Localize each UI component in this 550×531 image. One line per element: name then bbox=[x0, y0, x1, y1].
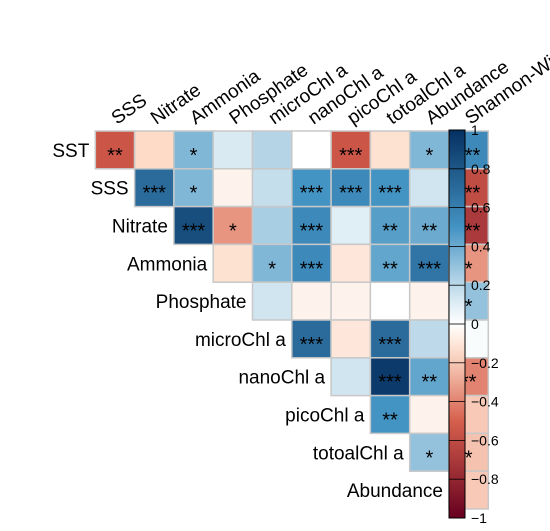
significance-star: ** bbox=[382, 258, 398, 280]
significance-star: ** bbox=[382, 410, 398, 432]
heatmap-cell bbox=[133, 130, 175, 170]
significance-star: * bbox=[190, 145, 198, 167]
significance-star: * bbox=[229, 221, 237, 243]
heatmap-cell bbox=[369, 394, 411, 435]
heatmap-cell bbox=[369, 130, 411, 170]
significance-star: ** bbox=[382, 221, 398, 243]
heatmap-cell bbox=[408, 319, 450, 359]
heatmap-cell bbox=[173, 205, 214, 246]
row-label: Ammonia bbox=[127, 254, 208, 275]
row-label: Nitrate bbox=[112, 217, 168, 238]
significance-star: *** bbox=[182, 221, 206, 243]
significance-star: * bbox=[190, 183, 198, 205]
heatmap-cell bbox=[330, 205, 372, 246]
heatmap-cell bbox=[330, 357, 372, 397]
significance-star: *** bbox=[300, 258, 324, 280]
colorbar-tick-label: 0.6 bbox=[471, 200, 491, 216]
heatmap-cell bbox=[330, 168, 372, 208]
significance-star: *** bbox=[378, 372, 402, 394]
heatmap-cell bbox=[291, 281, 332, 321]
colorbar-tick-label: 0.8 bbox=[471, 161, 491, 177]
significance-star: *** bbox=[143, 183, 167, 205]
significance-star: * bbox=[425, 447, 433, 469]
significance-star: *** bbox=[378, 334, 402, 356]
heatmap-cell bbox=[330, 243, 372, 283]
heatmap-cell bbox=[330, 319, 372, 359]
row-label: Phosphate bbox=[156, 292, 247, 313]
significance-star: * bbox=[268, 258, 276, 280]
heatmap-cell bbox=[251, 168, 293, 208]
heatmap-cell bbox=[369, 168, 411, 208]
significance-star: ** bbox=[422, 221, 438, 243]
row-label: nanoChl a bbox=[238, 368, 325, 389]
heatmap-cell bbox=[212, 168, 254, 208]
row-label: totoalChl a bbox=[313, 443, 404, 464]
row-label: SST bbox=[52, 141, 89, 162]
row-label: microChl a bbox=[195, 330, 286, 351]
heatmap-cell bbox=[408, 394, 450, 435]
significance-star: * bbox=[425, 145, 433, 167]
significance-star: *** bbox=[300, 334, 324, 356]
significance-star: *** bbox=[418, 258, 442, 280]
heatmap-cell bbox=[408, 168, 450, 208]
heatmap-cell bbox=[408, 432, 450, 472]
row-label: Abundance bbox=[347, 481, 443, 502]
colorbar-tick-label: 1 bbox=[471, 122, 479, 138]
colorbar: 1 0.8 0.6 0.4 0.2 0 −0.2 −0.4 −0.6 −0.8 −1 bbox=[448, 122, 499, 526]
heatmap-cell bbox=[212, 130, 254, 170]
significance-star: *** bbox=[339, 145, 363, 167]
heatmap-cell bbox=[251, 130, 293, 170]
heatmap-cell bbox=[94, 130, 136, 170]
significance-star: ** bbox=[107, 145, 123, 167]
row-label: picoChl a bbox=[285, 406, 365, 427]
colorbar-tick-label: −0.6 bbox=[471, 432, 499, 448]
heatmap-cell bbox=[291, 205, 332, 246]
heatmap-cell bbox=[408, 281, 450, 321]
colorbar-tick-label: −0.8 bbox=[471, 471, 499, 487]
heatmap-cells bbox=[94, 130, 490, 510]
colorbar-tick-label: −0.4 bbox=[471, 394, 499, 410]
row-label: SSS bbox=[91, 179, 129, 200]
heatmap-cell bbox=[251, 281, 293, 321]
heatmap-cell bbox=[408, 357, 450, 397]
heatmap-cell bbox=[330, 281, 372, 321]
heatmap-cell bbox=[291, 319, 332, 359]
colorbar-tick-label: 0.4 bbox=[471, 238, 491, 254]
significance-star: * bbox=[465, 258, 473, 280]
significance-star: *** bbox=[300, 221, 324, 243]
heatmap-cell bbox=[173, 168, 214, 208]
significance-star: *** bbox=[300, 183, 324, 205]
heatmap-cell bbox=[291, 130, 332, 170]
heatmap-cell bbox=[251, 205, 293, 246]
significance-star: *** bbox=[339, 183, 363, 205]
heatmap-cell bbox=[212, 243, 254, 283]
colorbar-tick-label: −1 bbox=[471, 510, 487, 526]
significance-star: * bbox=[465, 296, 473, 318]
colorbar-tick-label: 0.2 bbox=[471, 277, 491, 293]
significance-star: ** bbox=[422, 372, 438, 394]
colorbar-tick-label: −0.2 bbox=[471, 355, 499, 371]
column-label: SSS bbox=[108, 90, 151, 129]
heatmap-cell bbox=[212, 205, 254, 246]
significance-star: *** bbox=[378, 183, 402, 205]
heatmap-cell bbox=[251, 243, 293, 283]
significance-star: * bbox=[465, 447, 473, 469]
colorbar-tick-label: 0 bbox=[471, 316, 479, 332]
heatmap-cell bbox=[369, 281, 411, 321]
significance-markers: ** * *** * ****** * *** *** *** ****** * *** ** ** ***… bbox=[107, 145, 480, 469]
